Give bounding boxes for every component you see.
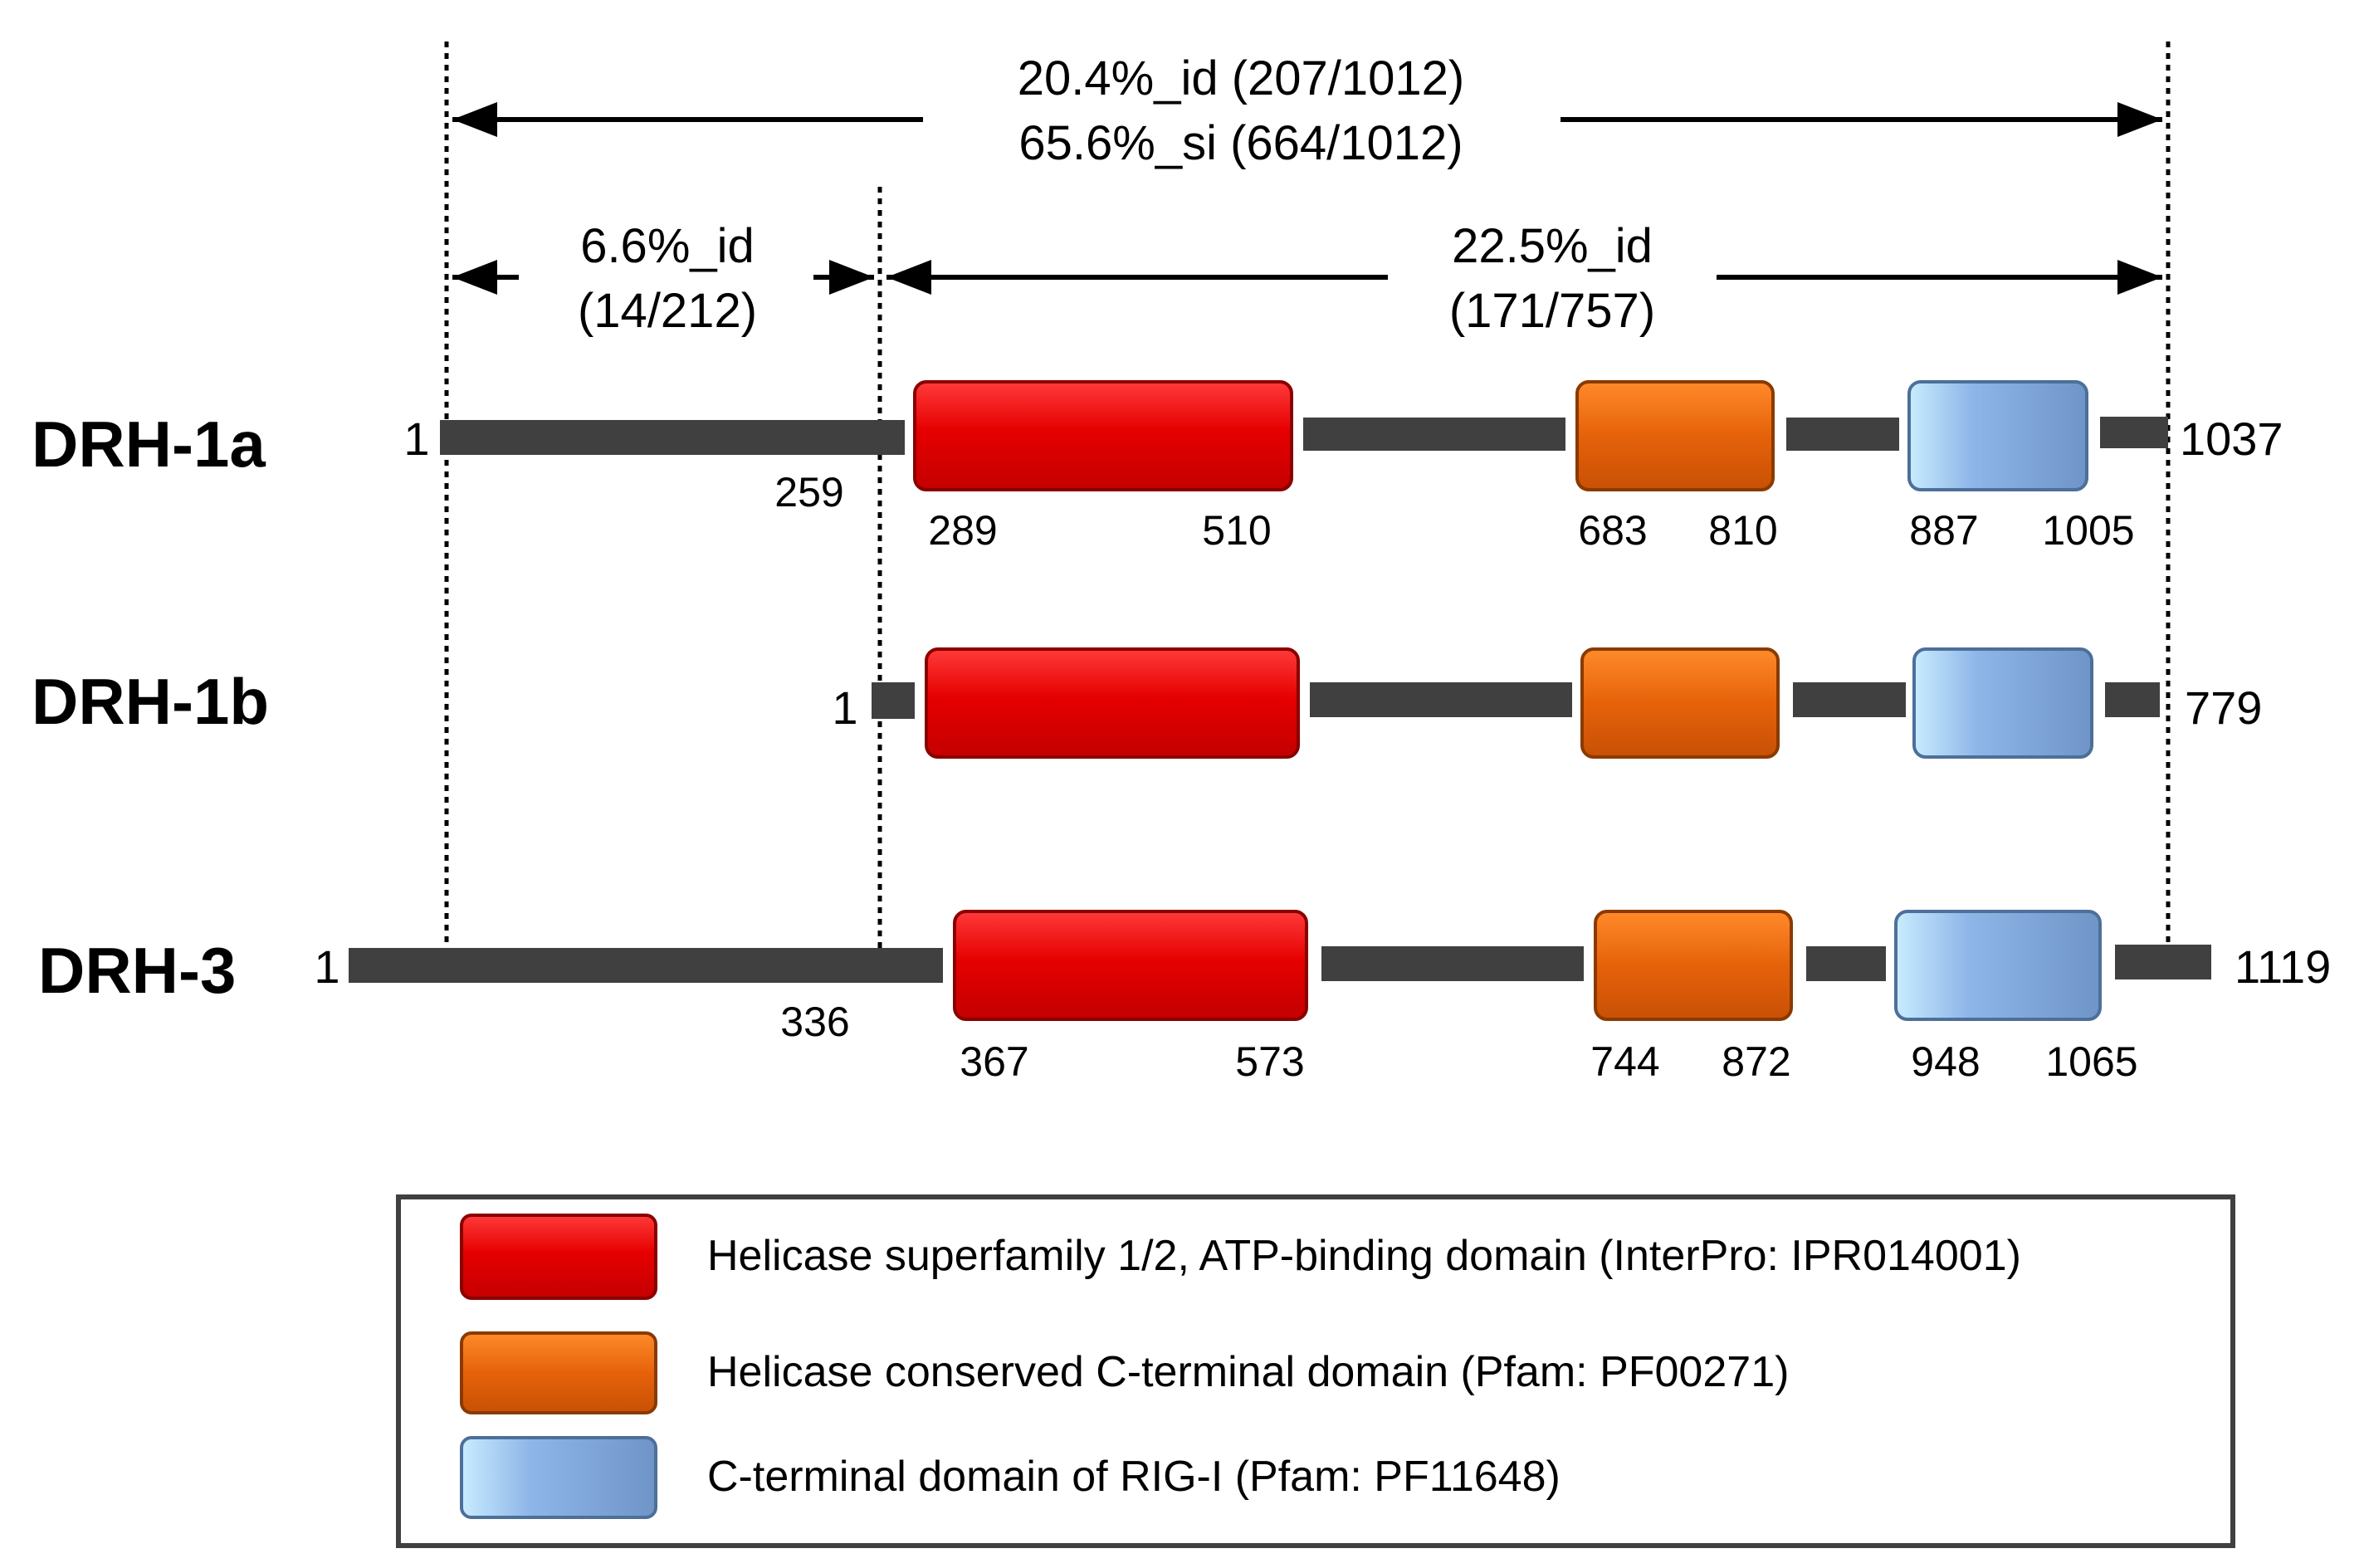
nterm-count-label: (14/212) [578, 284, 757, 338]
protein-name: DRH-1b [32, 665, 269, 738]
overall-identity-label: 20.4%_id (207/1012) [1018, 51, 1465, 105]
backbone-segment [2105, 682, 2160, 717]
backbone-segment [1786, 418, 1899, 451]
protein-drh-1a: DRH-1a 1 1037 259 289 510 683 810 887 10… [32, 380, 2283, 554]
cterminal-domain [1594, 910, 1793, 1021]
legend-swatch-cterminal [460, 1331, 657, 1414]
legend-item-cterminal: Helicase conserved C-terminal domain (Pf… [460, 1331, 1789, 1414]
backbone-segment [1303, 418, 1565, 451]
backbone-segment [1793, 682, 1906, 717]
legend-item-rigi: C-terminal domain of RIG-I (Pfam: PF1164… [460, 1436, 1561, 1519]
protein-drh-1b: DRH-1b 1 779 [32, 647, 2262, 759]
rigi-domain [1912, 647, 2093, 759]
legend-item-helicase: Helicase superfamily 1/2, ATP-binding do… [460, 1214, 2021, 1300]
backbone-segment [349, 948, 943, 983]
backbone-segment [2100, 417, 2168, 448]
cterm-count-label: (171/757) [1449, 284, 1655, 338]
backbone-segment [2115, 945, 2211, 979]
cterminal-domain [1575, 380, 1775, 491]
rigi-domain [1907, 380, 2088, 491]
nterm-identity-arrow: 6.6%_id (14/212) [452, 219, 874, 338]
legend-label: Helicase conserved C-terminal domain (Pf… [707, 1348, 1789, 1396]
helicase-end: 573 [1235, 1038, 1304, 1085]
legend-swatch-rigi [460, 1436, 657, 1519]
protein-name: DRH-1a [32, 408, 266, 481]
cterm-identity-arrow: 22.5%_id (171/757) [886, 219, 2162, 338]
nterm-end-position: 336 [780, 999, 849, 1045]
backbone-segment [872, 682, 915, 719]
overall-identity-arrow: 20.4%_id (207/1012) 65.6%_si (664/1012) [452, 51, 2162, 170]
cterminal-start: 683 [1578, 507, 1647, 554]
helicase-end: 510 [1202, 507, 1271, 554]
protein-name: DRH-3 [38, 934, 236, 1007]
rigi-start: 948 [1911, 1038, 1980, 1085]
nterm-identity-label: 6.6%_id [580, 219, 755, 273]
overall-similarity-label: 65.6%_si (664/1012) [1018, 116, 1463, 170]
legend-label: C-terminal domain of RIG-I (Pfam: PF1164… [707, 1453, 1561, 1501]
end-position: 1119 [2235, 940, 2331, 993]
helicase-start: 367 [960, 1038, 1028, 1085]
guide-lines [444, 42, 2171, 956]
cterminal-end: 810 [1708, 507, 1777, 554]
legend-label: Helicase superfamily 1/2, ATP-binding do… [707, 1232, 2021, 1280]
end-position: 779 [2185, 681, 2262, 734]
backbone-segment [440, 420, 905, 455]
cterminal-domain [1580, 647, 1780, 759]
cterminal-start: 744 [1590, 1038, 1659, 1085]
rigi-domain [1894, 910, 2102, 1021]
helicase-domain [925, 647, 1300, 759]
start-position: 1 [314, 940, 339, 993]
end-position: 1037 [2180, 413, 2283, 465]
start-position: 1 [403, 413, 429, 465]
helicase-start: 289 [928, 507, 997, 554]
legend-swatch-helicase [460, 1214, 657, 1300]
nterm-end-position: 259 [774, 469, 843, 515]
rigi-end: 1005 [2042, 507, 2134, 554]
backbone-segment [1321, 946, 1584, 981]
protein-drh-3: DRH-3 1 1119 336 367 573 744 872 948 106… [38, 910, 2331, 1085]
legend: Helicase superfamily 1/2, ATP-binding do… [396, 1194, 2235, 1548]
backbone-segment [1310, 682, 1572, 717]
cterminal-end: 872 [1722, 1038, 1790, 1085]
rigi-end: 1065 [2045, 1038, 2137, 1085]
helicase-domain [953, 910, 1308, 1021]
rigi-start: 887 [1909, 507, 1978, 554]
helicase-domain [913, 380, 1293, 491]
start-position: 1 [832, 681, 857, 734]
backbone-segment [1806, 946, 1886, 981]
legend-box [396, 1194, 2235, 1548]
cterm-identity-label: 22.5%_id [1452, 219, 1653, 273]
